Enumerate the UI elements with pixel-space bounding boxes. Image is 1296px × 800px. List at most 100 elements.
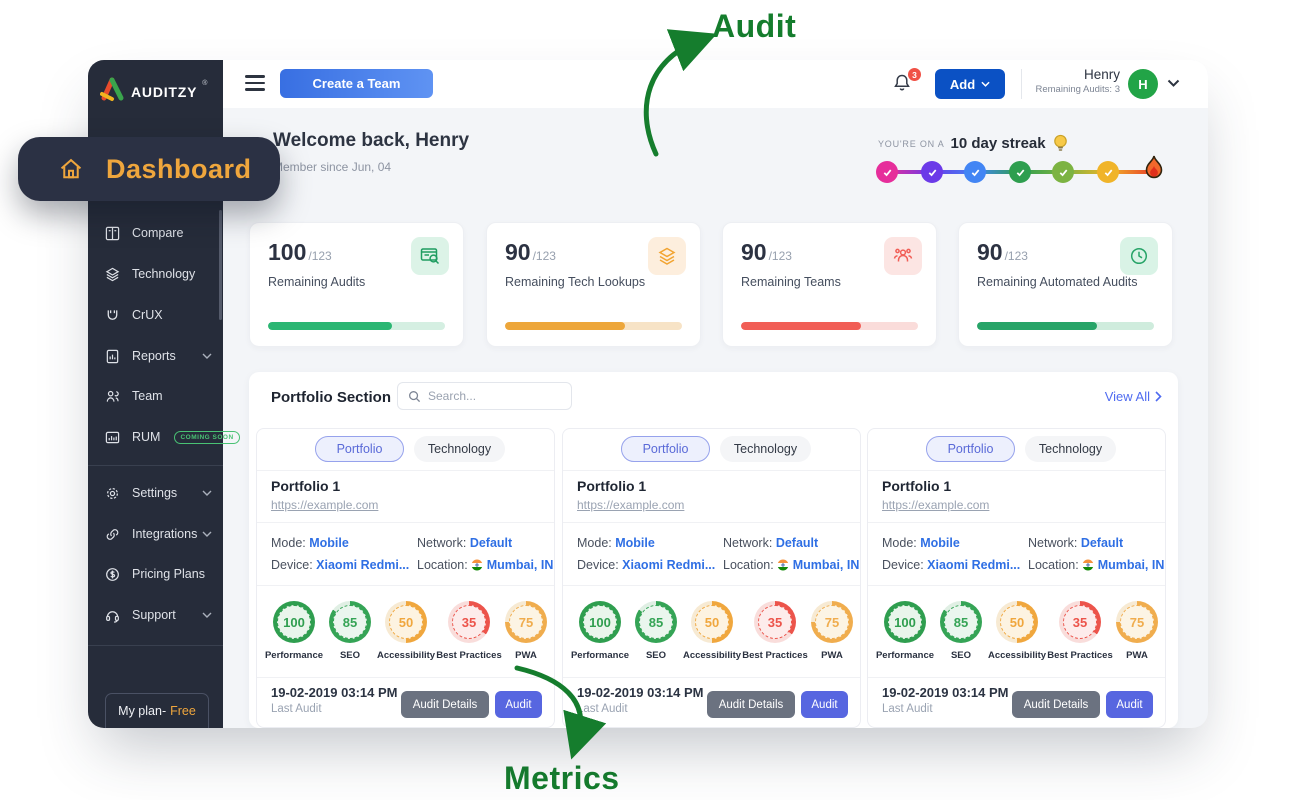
audit-button[interactable]: Audit <box>1106 691 1153 718</box>
tab-technology[interactable]: Technology <box>1025 436 1116 462</box>
india-flag-icon <box>471 559 483 571</box>
gauge-label: Accessibility <box>376 650 436 661</box>
dashboard-label: Dashboard <box>106 153 252 184</box>
my-plan-value: Free <box>170 704 196 718</box>
location-value: Mumbai, IN <box>486 558 554 572</box>
sidebar-item-technology[interactable]: Technology <box>88 260 223 288</box>
hamburger-menu-icon[interactable] <box>245 75 265 91</box>
topbar-divider <box>1021 69 1022 99</box>
streak-prefix: YOU'RE ON A <box>878 138 945 149</box>
progress-bar <box>741 322 918 330</box>
gauge-label: PWA <box>821 650 843 661</box>
progress-bar <box>268 322 445 330</box>
last-audit-date: 19-02-2019 03:14 PM <box>577 685 704 700</box>
gauge-accessibility: 50 <box>691 601 733 643</box>
sidebar-item-integrations[interactable]: Integrations <box>88 520 223 548</box>
stat-label: Remaining Tech Lookups <box>505 275 646 289</box>
portfolio-url[interactable]: https://example.com <box>577 498 685 512</box>
support-icon <box>106 610 119 623</box>
portfolio-section-title: Portfolio Section <box>271 389 391 406</box>
sidebar-item-crux[interactable]: CrUX <box>88 301 223 329</box>
clock-icon <box>1120 237 1158 275</box>
gauge-label: Best Practices <box>436 650 502 661</box>
sidebar-item-reports[interactable]: Reports <box>88 342 223 370</box>
avatar[interactable]: H <box>1128 69 1158 99</box>
streak-day-dot <box>1097 161 1119 183</box>
audit-button[interactable]: Audit <box>495 691 542 718</box>
location-value: Mumbai, IN <box>1097 558 1165 572</box>
gauge-performance: 100 <box>273 601 315 643</box>
search-input[interactable] <box>428 389 558 403</box>
sidebar-scrollbar[interactable] <box>219 210 222 320</box>
check-icon <box>928 169 936 176</box>
portfolio-name: Portfolio 1 <box>577 478 647 494</box>
chevron-down-icon[interactable] <box>1167 79 1180 87</box>
portfolio-card: Portfolio Technology Portfolio 1 https:/… <box>562 428 861 728</box>
tab-portfolio[interactable]: Portfolio <box>315 436 404 462</box>
location-label: Location: <box>723 558 774 572</box>
gear-icon <box>107 487 118 499</box>
gauge-label: Performance <box>875 650 935 661</box>
stat-card-remaining-tech-lookups[interactable]: 90/123 Remaining Tech Lookups <box>486 222 701 347</box>
audit-details-button[interactable]: Audit Details <box>1012 691 1100 718</box>
tab-portfolio[interactable]: Portfolio <box>621 436 710 462</box>
stat-value: 90 <box>741 239 767 265</box>
sidebar-item-support[interactable]: Support <box>88 601 223 629</box>
stat-card-remaining-automated-audits[interactable]: 90/123 Remaining Automated Audits <box>958 222 1173 347</box>
india-flag-icon <box>1082 559 1094 571</box>
my-plan-button[interactable]: My plan- Free <box>105 693 209 728</box>
india-flag-icon <box>777 559 789 571</box>
sidebar-item-label: Pricing Plans <box>132 567 205 581</box>
welcome-subtitle: Member since Jun, 04 <box>273 160 392 174</box>
sidebar-item-label: Team <box>132 389 163 403</box>
sidebar-item-label: Technology <box>132 267 196 281</box>
sidebar-item-settings[interactable]: Settings <box>88 479 223 507</box>
gauge-label: PWA <box>1126 650 1148 661</box>
view-all-link[interactable]: View All <box>1105 389 1162 404</box>
stat-total: /123 <box>308 249 332 263</box>
stat-label: Remaining Teams <box>741 275 841 289</box>
view-all-label: View All <box>1104 389 1150 404</box>
tab-technology[interactable]: Technology <box>414 436 505 462</box>
tab-technology[interactable]: Technology <box>720 436 811 462</box>
gauge-performance: 100 <box>884 601 926 643</box>
mode-label: Mode: <box>882 536 917 550</box>
create-team-button[interactable]: Create a Team <box>280 69 433 98</box>
portfolio-url[interactable]: https://example.com <box>271 498 379 512</box>
gauge-pwa: 75 <box>505 601 547 643</box>
streak-day-dot <box>1052 161 1074 183</box>
audit-button[interactable]: Audit <box>801 691 848 718</box>
chevron-down-icon <box>981 81 990 87</box>
notifications-bell[interactable]: 3 <box>892 67 922 98</box>
audit-details-button[interactable]: Audit Details <box>707 691 795 718</box>
mode-label: Mode: <box>577 536 612 550</box>
team-icon <box>106 390 119 402</box>
stat-card-remaining-audits[interactable]: 100/123 Remaining Audits <box>249 222 464 347</box>
device-value: Xiaomi Redmi... <box>927 558 1021 572</box>
sidebar-item-team[interactable]: Team <box>88 382 223 410</box>
user-info[interactable]: Henry Remaining Audits: 3 <box>1020 67 1121 95</box>
bulb-icon <box>1053 134 1067 151</box>
stat-label: Remaining Automated Audits <box>977 275 1138 289</box>
tab-portfolio[interactable]: Portfolio <box>926 436 1015 462</box>
audit-details-button[interactable]: Audit Details <box>401 691 489 718</box>
last-audit-label: Last Audit <box>882 703 933 715</box>
sidebar-item-rum[interactable]: RUM COMING SOON <box>88 423 240 451</box>
gauge-label: Accessibility <box>987 650 1047 661</box>
mode-value: Mobile <box>309 536 349 550</box>
network-value: Default <box>775 536 819 550</box>
streak-day-dot <box>876 161 898 183</box>
portfolio-url[interactable]: https://example.com <box>882 498 990 512</box>
gauge-accessibility: 50 <box>385 601 427 643</box>
auditzy-logo[interactable]: AUDITZY ® <box>100 76 207 104</box>
stat-value: 90 <box>977 239 1003 265</box>
sidebar-item-dashboard-active[interactable]: Dashboard <box>18 137 280 201</box>
stat-label: Remaining Audits <box>268 275 366 289</box>
add-button[interactable]: Add <box>935 69 1005 99</box>
stat-value: 100 <box>268 239 307 265</box>
sidebar-item-compare[interactable]: Compare <box>88 219 223 247</box>
gauge-label: Accessibility <box>682 650 742 661</box>
sidebar-item-pricing-plans[interactable]: Pricing Plans <box>88 560 223 588</box>
portfolio-search[interactable] <box>397 382 572 410</box>
stat-card-remaining-teams[interactable]: 90/123 Remaining Teams <box>722 222 937 347</box>
